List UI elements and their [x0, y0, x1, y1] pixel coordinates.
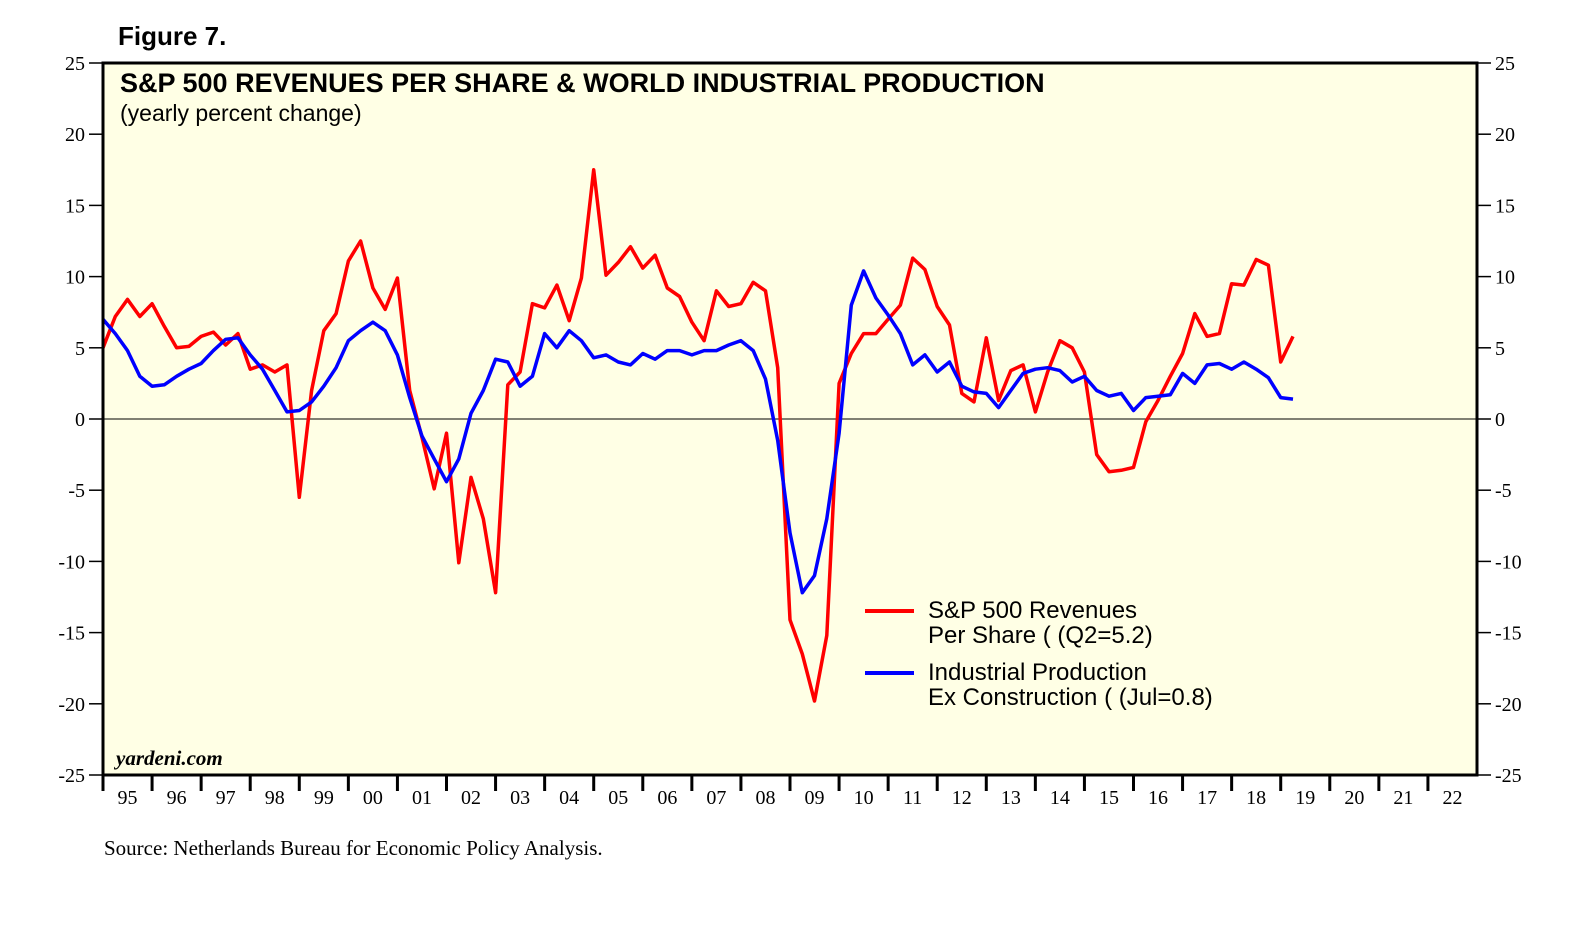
x-tick-label: 00	[363, 787, 383, 809]
y-tick-label: 15	[65, 195, 85, 217]
legend-label: Industrial Production Ex Construction ( …	[928, 659, 1213, 711]
x-tick-label: 97	[216, 787, 236, 809]
x-tick-label: 13	[1001, 787, 1021, 809]
y2-tick-label: 0	[1495, 409, 1505, 431]
legend-label: S&P 500 Revenues Per Share ( (Q2=5.2)	[928, 597, 1153, 649]
x-tick-label: 17	[1197, 787, 1217, 809]
figure-label: Figure 7.	[118, 21, 226, 51]
x-tick-label: 03	[510, 787, 530, 809]
x-tick-label: 18	[1246, 787, 1266, 809]
x-tick-label: 05	[608, 787, 628, 809]
x-tick-label: 02	[461, 787, 481, 809]
y2-tick-label: -15	[1495, 623, 1522, 645]
x-tick-label: 14	[1050, 787, 1070, 809]
y-tick-label: 0	[75, 409, 85, 431]
x-tick-label: 19	[1295, 787, 1315, 809]
source-note: Source: Netherlands Bureau for Economic …	[104, 836, 603, 860]
x-tick-label: 08	[755, 787, 775, 809]
y-tick-label: 20	[65, 124, 85, 146]
x-tick-label: 16	[1148, 787, 1168, 809]
y2-tick-label: 25	[1495, 53, 1515, 75]
x-tick-label: 11	[903, 787, 922, 809]
chart-subtitle: (yearly percent change)	[120, 100, 362, 126]
y2-tick-label: 5	[1495, 338, 1505, 360]
y2-tick-label: -10	[1495, 551, 1522, 573]
x-tick-label: 96	[167, 787, 187, 809]
y-tick-label: -10	[58, 551, 85, 573]
x-tick-label: 99	[314, 787, 334, 809]
x-tick-label: 10	[854, 787, 874, 809]
x-tick-label: 20	[1344, 787, 1364, 809]
x-tick-label: 01	[412, 787, 432, 809]
y2-tick-label: 15	[1495, 195, 1515, 217]
x-tick-label: 15	[1099, 787, 1119, 809]
x-tick-label: 98	[265, 787, 285, 809]
x-tick-label: 22	[1442, 787, 1462, 809]
x-tick-label: 07	[706, 787, 726, 809]
y-tick-label: 25	[65, 53, 85, 75]
y-tick-label: -20	[58, 694, 85, 716]
x-tick-label: 12	[952, 787, 972, 809]
y2-tick-label: -20	[1495, 694, 1522, 716]
plot-frame	[101, 61, 1479, 777]
y-tick-label: -25	[58, 765, 85, 787]
y2-tick-label: -5	[1495, 480, 1512, 502]
chart-title: S&P 500 REVENUES PER SHARE & WORLD INDUS…	[120, 68, 1045, 98]
x-tick-label: 04	[559, 787, 579, 809]
y2-tick-label: -25	[1495, 765, 1522, 787]
y-tick-label: -15	[58, 623, 85, 645]
series-line	[101, 168, 1295, 703]
x-tick-label: 21	[1393, 787, 1413, 809]
series-line	[101, 269, 1294, 595]
watermark: yardeni.com	[113, 746, 223, 770]
y-tick-label: -5	[68, 480, 85, 502]
y2-tick-label: 20	[1495, 124, 1515, 146]
y-tick-label: 5	[75, 338, 85, 360]
x-tick-label: 09	[805, 787, 825, 809]
x-tick-label: 95	[118, 787, 138, 809]
y2-tick-label: 10	[1495, 267, 1515, 289]
y-tick-label: 10	[65, 267, 85, 289]
x-tick-label: 06	[657, 787, 677, 809]
